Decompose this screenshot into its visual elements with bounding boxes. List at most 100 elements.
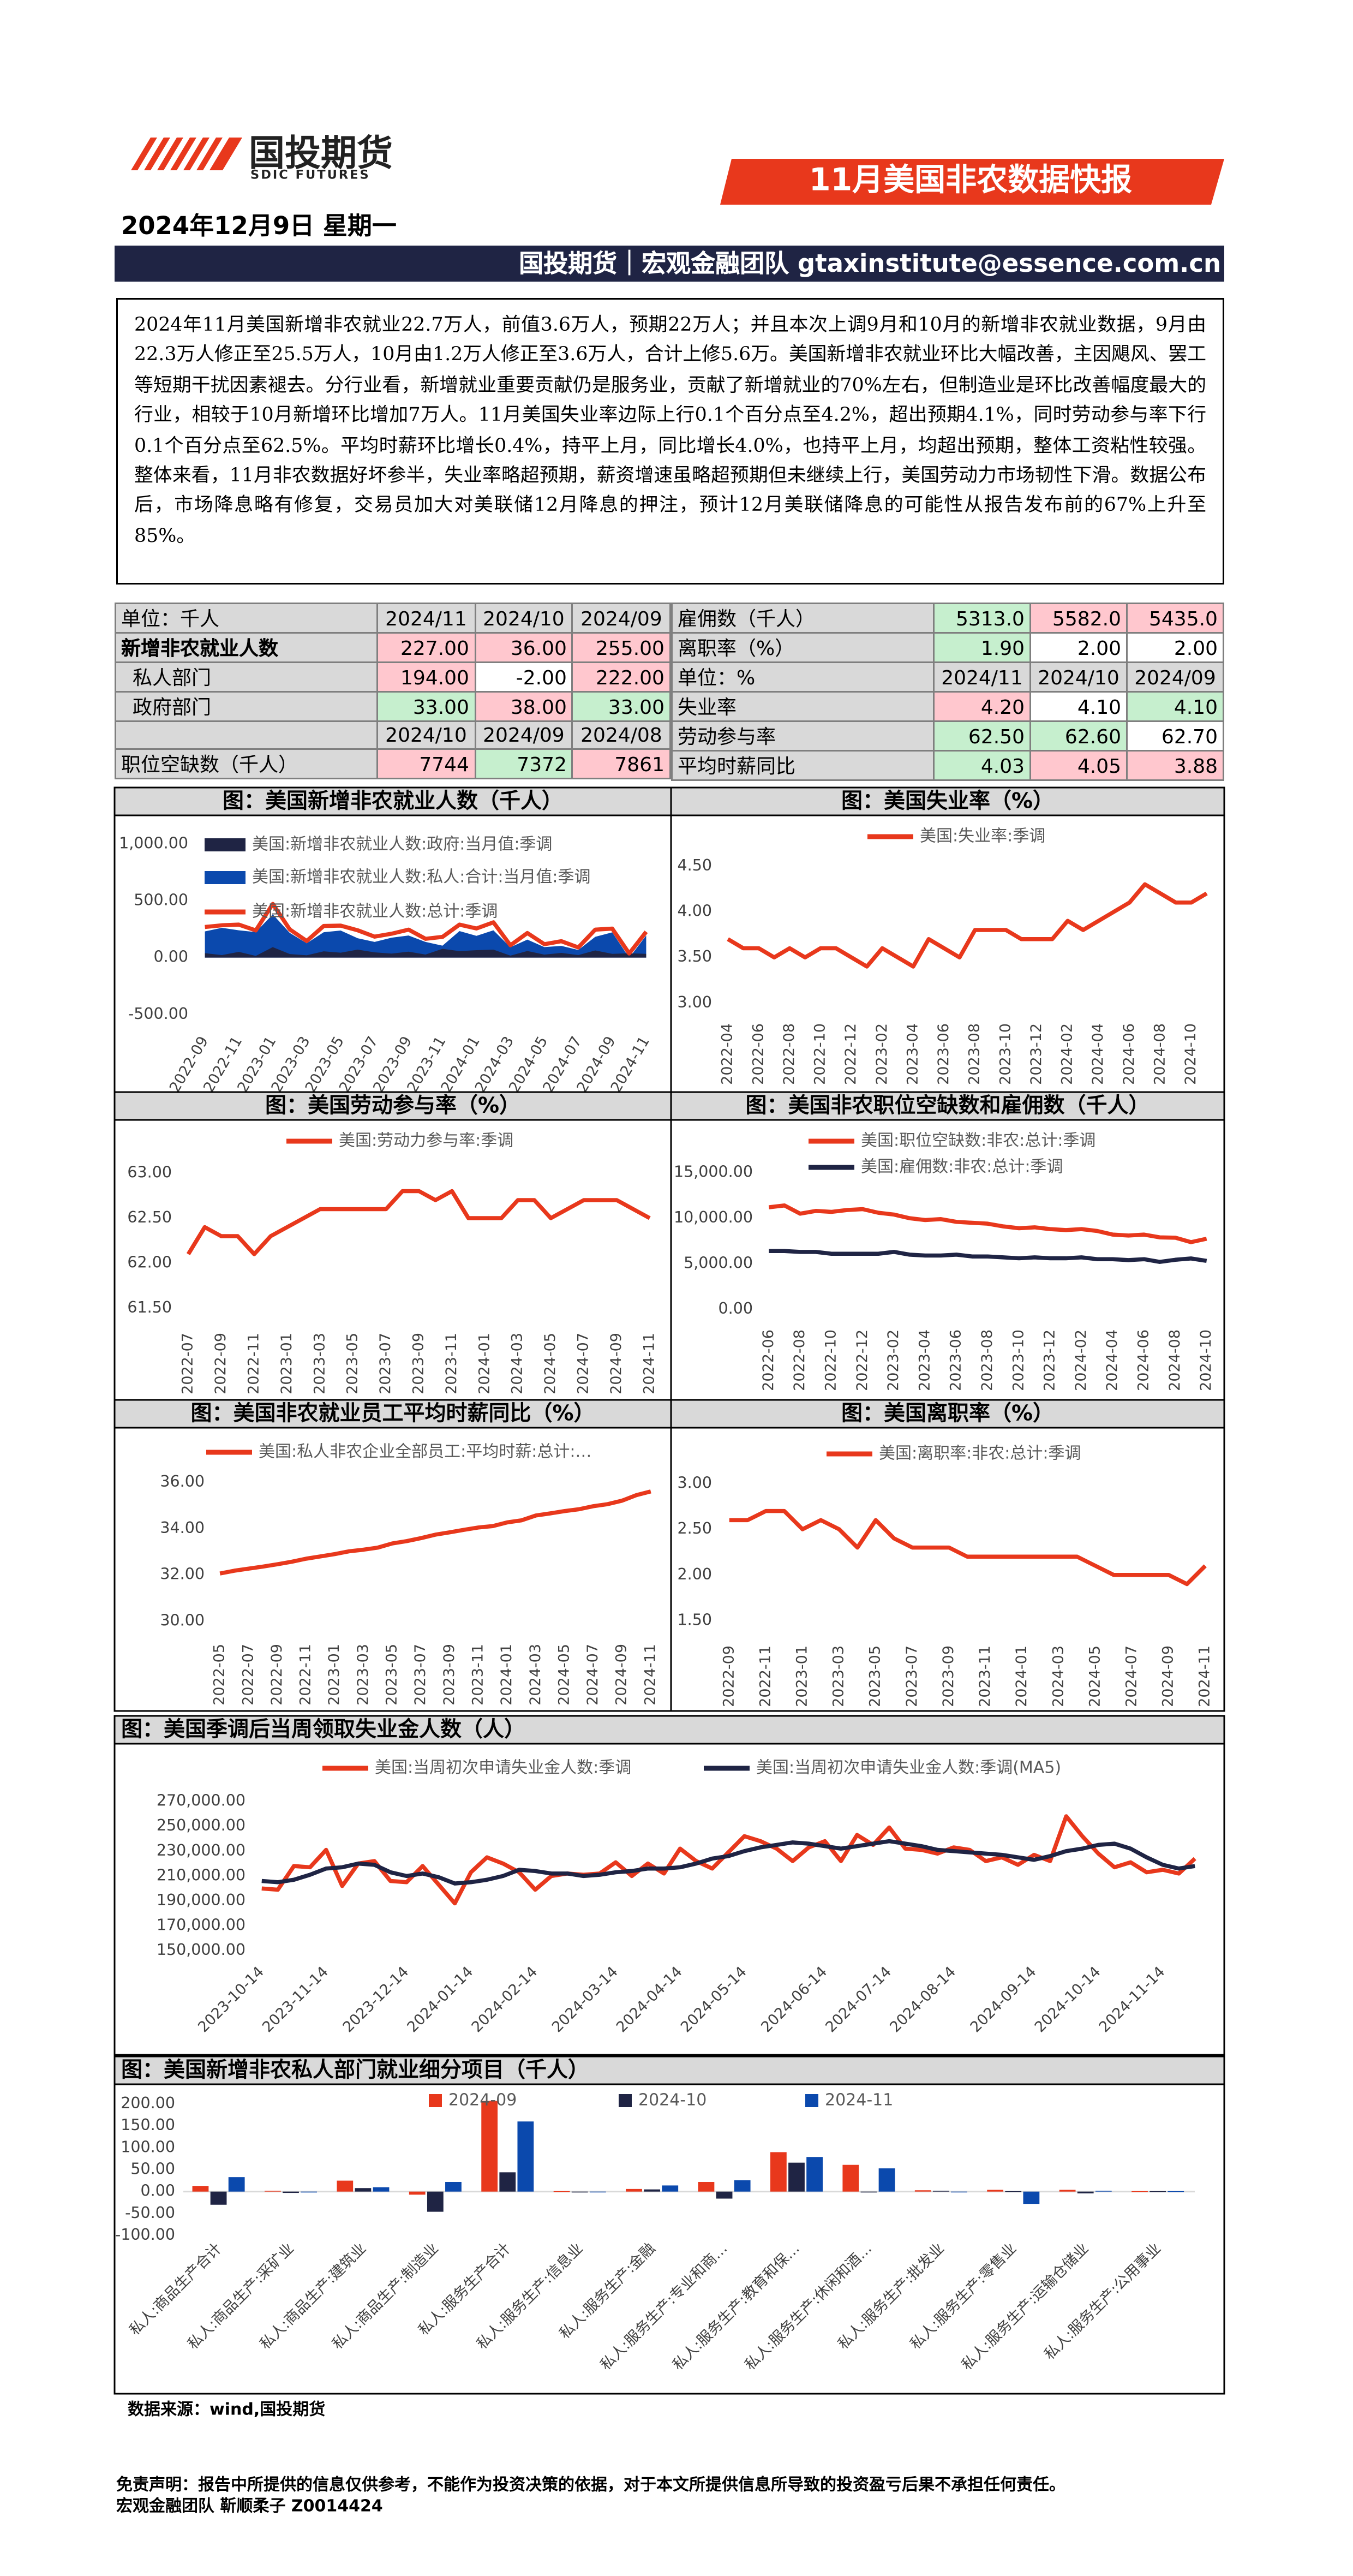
- x-tick-label: 2023-09: [940, 1645, 957, 1707]
- x-tick-label: 2022-10: [812, 1023, 829, 1085]
- bar: [1150, 2191, 1166, 2192]
- y-tick-label: 100.00: [121, 2138, 175, 2156]
- bar: [932, 2191, 949, 2192]
- x-tick-label: 2023-05: [344, 1333, 361, 1394]
- legend-swatch: [805, 2094, 818, 2107]
- y-tick-label: 190,000.00: [157, 1891, 246, 1909]
- x-tick-label: 2024-10: [1182, 1023, 1199, 1085]
- logo-subtext: SDIC FUTURES: [250, 168, 370, 182]
- bar: [481, 2101, 498, 2192]
- y-tick-label: 34.00: [160, 1519, 205, 1537]
- x-tick-label: 2024-02: [1073, 1329, 1089, 1391]
- logo-stripe: [157, 138, 183, 170]
- table-cell: 雇佣数（千人）: [671, 603, 935, 634]
- y-tick-label: 32.00: [160, 1565, 205, 1583]
- table-cell: -2.00: [474, 661, 573, 693]
- bar: [662, 2185, 679, 2192]
- legend-label: 2024-09: [448, 2091, 517, 2110]
- series-line: [727, 882, 1208, 969]
- x-tick-label: 2022-09: [212, 1333, 229, 1394]
- x-tick-label: 2023-01: [326, 1644, 343, 1706]
- table-cell: 2024/09: [571, 603, 671, 634]
- bar: [626, 2189, 642, 2192]
- disclaimer: 免责声明：报告中所提供的信息仅供参考，不能作为投资决策的依据，对于本文所提供信息…: [116, 2476, 1065, 2495]
- x-tick-label: 2023-11: [469, 1644, 486, 1706]
- table-row: 失业率 4.20 4.10 4.10: [671, 691, 1224, 722]
- series-line: [219, 1489, 651, 1576]
- bar: [409, 2191, 426, 2195]
- table-cell: 33.00: [376, 691, 476, 722]
- series-line: [729, 1508, 1207, 1587]
- y-tick-label: 2.00: [678, 1565, 712, 1583]
- legend-label: 美国:新增非农就业人数:私人:合计:当月值:季调: [252, 868, 591, 887]
- legend-label: 美国:职位空缺数:非农:总计:季调: [861, 1131, 1095, 1150]
- bar: [770, 2152, 787, 2192]
- table-cell: 62.50: [933, 720, 1031, 752]
- bar: [806, 2157, 823, 2192]
- bar: [283, 2191, 299, 2193]
- x-tick-label: 2024-09: [608, 1333, 625, 1394]
- indicator-table: 单位：千人 2024/11 2024/10 2024/09 新增非农就业人数 227.00…: [115, 603, 671, 780]
- x-tick-label: 2024-05: [542, 1333, 559, 1394]
- table-cell: 平均时薪同比: [671, 750, 935, 781]
- bar: [228, 2177, 245, 2192]
- bar: [1095, 2191, 1112, 2192]
- title-banner: [720, 159, 1224, 205]
- chart-title: 图：美国离职率（%）: [841, 1402, 1054, 1426]
- chart: 图：美国离职率（%） 1.50 2.00 2.50 3.00 2022-09 2022-11…: [670, 1399, 1225, 1712]
- x-tick-label: 2023-03: [311, 1333, 328, 1394]
- chart-title: 图：美国新增非农就业人数（千人）: [223, 789, 563, 814]
- legend-label: 美国:离职率:非农:总计:季调: [879, 1444, 1081, 1463]
- x-tick-label: 2024-03: [1050, 1645, 1067, 1707]
- table-cell: 2.00: [1126, 632, 1224, 663]
- y-tick-label: 61.50: [127, 1298, 172, 1316]
- bar: [987, 2190, 1004, 2192]
- series-line: [186, 1189, 651, 1256]
- bar: [716, 2191, 733, 2199]
- table-cell: 4.03: [933, 750, 1031, 781]
- x-tick-label: 2024-05: [555, 1644, 572, 1706]
- chart: 图：美国非农就业员工平均时薪同比（%） 30.00 32.00 34.00 36.00 2…: [113, 1399, 672, 1712]
- bar: [1077, 2191, 1094, 2193]
- chart: 图：美国劳动参与率（%） 61.50 62.00 62.50 63.00 2022-07 2…: [113, 1091, 672, 1401]
- x-tick-label: 2022-11: [297, 1644, 314, 1706]
- x-tick-label: 2024-04: [1089, 1023, 1106, 1085]
- logo-text: 国投期货: [249, 132, 393, 174]
- x-tick-label: 2022-12: [842, 1023, 859, 1085]
- table-cell: 38.00: [474, 691, 573, 722]
- x-tick-label: 2022-11: [757, 1645, 774, 1707]
- x-tick-label: 2022-08: [791, 1329, 808, 1391]
- table-row: 私人部门 194.00 -2.00 222.00: [115, 661, 671, 693]
- bar: [698, 2181, 715, 2192]
- chart-title: 图：美国劳动参与率（%）: [265, 1094, 520, 1118]
- table-cell: 7744: [376, 749, 476, 780]
- table-row: 离职率（%） 1.90 2.00 2.00: [671, 632, 1224, 663]
- chart-title-bar: [113, 1715, 1225, 1745]
- x-tick-label: 2024-07: [575, 1333, 592, 1394]
- table-cell: 227.00: [376, 632, 476, 663]
- table-cell: 62.60: [1029, 720, 1128, 752]
- x-tick-label: 2023-11: [977, 1645, 993, 1707]
- y-tick-label: -100.00: [115, 2226, 175, 2244]
- email: gtaxinstitute@essence.com.cn: [797, 249, 1221, 278]
- legend-label: 美国:雇佣数:非农:总计:季调: [861, 1158, 1063, 1177]
- chart-title: 图：美国新增非农私人部门就业细分项目（千人）: [121, 2058, 589, 2083]
- table-cell: 5313.0: [933, 603, 1031, 634]
- series-line: [261, 1839, 1195, 1886]
- x-tick-label: 2022-10: [822, 1329, 839, 1391]
- y-tick-label: 5,000.00: [684, 1254, 753, 1272]
- indicator-table: 雇佣数（千人） 5313.0 5582.0 5435.0 离职率（%） 1.90 2.00 2…: [671, 603, 1224, 781]
- x-tick-label: 2023-05: [384, 1644, 400, 1706]
- logo-stripe: [170, 138, 196, 170]
- chart-title-bar: [113, 786, 672, 816]
- x-tick-label: 2024-08: [1166, 1329, 1183, 1391]
- legend-swatch: [205, 871, 246, 884]
- bar: [337, 2180, 354, 2192]
- bar: [210, 2191, 227, 2205]
- x-tick-label: 2024-11: [642, 1644, 658, 1706]
- bar: [878, 2168, 895, 2192]
- x-tick-label: 2024-03: [527, 1644, 544, 1706]
- summary: 2024年11月美国新增非农就业22.7万人，前值3.6万人，预期22万人；并且…: [116, 298, 1224, 585]
- table-cell: 62.70: [1126, 720, 1224, 752]
